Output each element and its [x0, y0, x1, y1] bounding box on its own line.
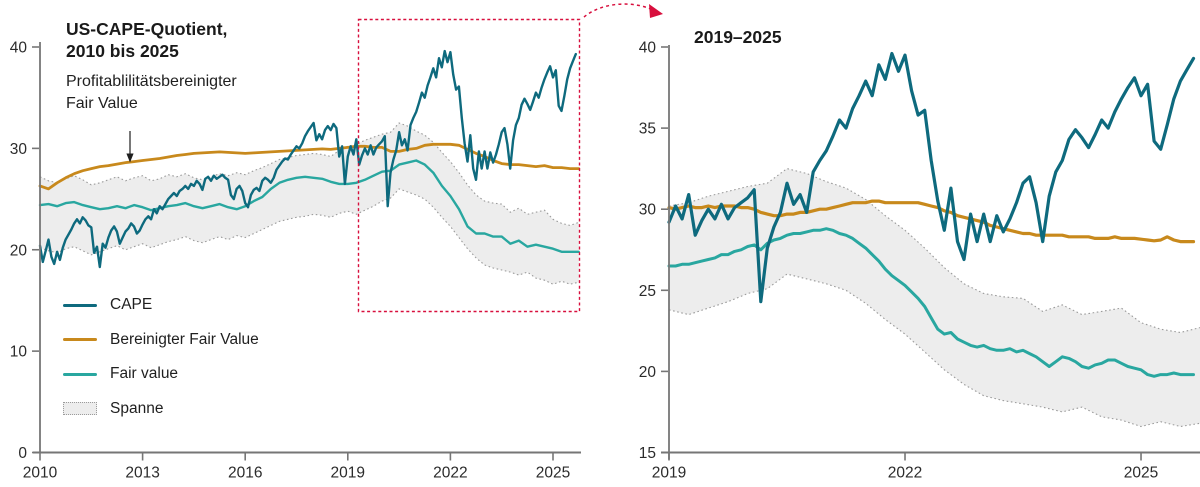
legend-item-fair-value: Fair value	[63, 357, 259, 392]
left-chart-title-line2: 2010 bis 2025	[66, 41, 179, 61]
svg-text:20: 20	[10, 242, 28, 259]
left-chart-title-line1: US-CAPE-Quotient,	[66, 19, 228, 39]
svg-text:2025: 2025	[536, 465, 570, 482]
legend: CAPE Bereinigter Fair Value Fair value S…	[63, 288, 259, 426]
annotation-line1: Profitablilitätsbereinigter	[66, 73, 237, 90]
svg-text:2019: 2019	[331, 465, 365, 482]
svg-text:40: 40	[639, 40, 657, 57]
svg-text:2010: 2010	[23, 465, 58, 482]
svg-text:15: 15	[639, 445, 656, 462]
right-chart-title: 2019–2025	[694, 27, 782, 47]
legend-label-cape: CAPE	[110, 296, 153, 314]
legend-label-bereinigter-fair-value: Bereinigter Fair Value	[110, 330, 259, 348]
svg-text:40: 40	[10, 40, 28, 57]
svg-text:2022: 2022	[433, 465, 467, 482]
legend-label-spanne: Spanne	[110, 399, 164, 417]
svg-text:2013: 2013	[125, 465, 159, 482]
svg-text:2025: 2025	[1124, 465, 1158, 482]
fair-value-line-swatch	[63, 372, 97, 376]
legend-label-fair-value: Fair value	[110, 365, 179, 383]
svg-text:20: 20	[639, 364, 657, 381]
svg-text:2019: 2019	[652, 465, 686, 482]
svg-text:35: 35	[639, 121, 656, 138]
spanne-band-swatch	[63, 402, 97, 416]
svg-text:30: 30	[639, 202, 657, 219]
svg-text:0: 0	[18, 445, 27, 462]
cape-line-swatch	[63, 303, 97, 307]
legend-item-cape: CAPE	[63, 288, 259, 323]
annotation-line2: Fair Value	[66, 95, 138, 112]
svg-text:25: 25	[639, 283, 656, 300]
svg-text:10: 10	[10, 344, 28, 361]
legend-item-bereinigter-fair-value: Bereinigter Fair Value	[63, 323, 259, 358]
annotation-label: Profitablilitätsbereinigter Fair Value	[66, 71, 237, 115]
adjusted-fair-value-line-swatch	[63, 338, 97, 342]
svg-text:2016: 2016	[228, 465, 262, 482]
svg-text:30: 30	[10, 141, 28, 158]
left-chart-title-block: US-CAPE-Quotient, 2010 bis 2025 Profitab…	[66, 18, 237, 115]
svg-text:2022: 2022	[888, 465, 922, 482]
legend-item-spanne: Spanne	[63, 392, 259, 427]
